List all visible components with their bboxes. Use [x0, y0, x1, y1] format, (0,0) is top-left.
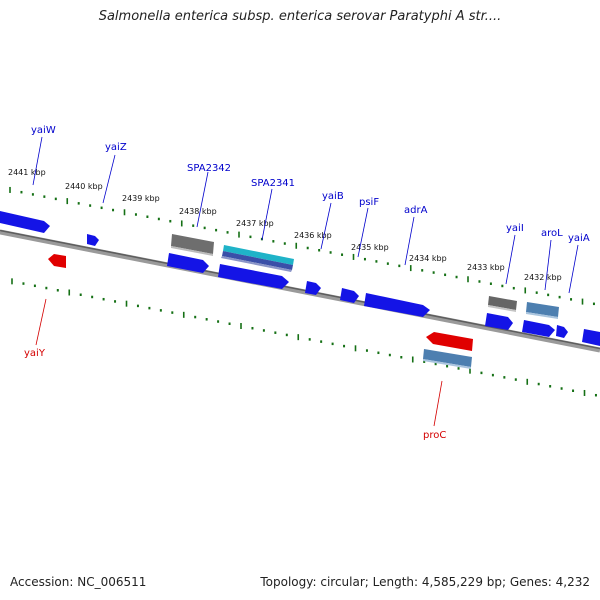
kbp-labels: 2441 kbp 2440 kbp 2439 kbp 2438 kbp 2437…: [8, 168, 562, 282]
gene-label-adrA[interactable]: adrA: [404, 205, 428, 216]
backbone: [0, 229, 600, 353]
kbp-label: 2440 kbp: [65, 182, 103, 191]
steel-feature-shade: [423, 359, 471, 369]
gene-label-yaiY[interactable]: yaiY: [24, 348, 46, 359]
gene-arrow[interactable]: [582, 329, 600, 346]
gray-feature-shade: [488, 305, 516, 312]
reverse-gene-labels: yaiY proC: [24, 348, 446, 441]
kbp-label: 2434 kbp: [409, 254, 447, 263]
gene-label-SPA2342[interactable]: SPA2342: [187, 163, 231, 174]
kbp-label: 2437 kbp: [236, 219, 274, 228]
gene-arrow-reverse[interactable]: [48, 254, 66, 268]
gene-arrow[interactable]: [364, 293, 430, 317]
genome-summary: Topology: circular; Length: 4,585,229 bp…: [260, 575, 590, 589]
kbp-label: 2432 kbp: [524, 273, 562, 282]
accession-label: Accession: NC_006511: [10, 575, 147, 589]
gray-feature-shade: [171, 246, 213, 256]
gene-label-yaiI[interactable]: yaiI: [506, 223, 524, 234]
forward-scale: [9, 186, 595, 306]
reverse-features: [48, 254, 473, 369]
steel-feature-shade: [526, 312, 558, 319]
gene-arrow[interactable]: [556, 325, 568, 338]
kbp-label: 2439 kbp: [122, 194, 160, 203]
map-title: Salmonella enterica subsp. enterica sero…: [98, 9, 502, 24]
kbp-label: 2438 kbp: [179, 207, 217, 216]
forward-leaders: [32, 136, 579, 294]
gene-label-aroL[interactable]: aroL: [541, 228, 563, 239]
gray-feature[interactable]: [488, 296, 517, 310]
gene-label-yaiB[interactable]: yaiB: [322, 191, 344, 202]
teal-feature[interactable]: [223, 245, 294, 265]
gene-arrow[interactable]: [522, 320, 555, 337]
kbp-label: 2436 kbp: [294, 231, 332, 240]
gene-label-yaiZ[interactable]: yaiZ: [105, 142, 127, 153]
steel-feature[interactable]: [423, 349, 472, 367]
kbp-label: 2433 kbp: [467, 263, 505, 272]
gene-label-yaiW[interactable]: yaiW: [31, 125, 56, 136]
reverse-leaders: [35, 298, 443, 427]
gene-arrow[interactable]: [87, 234, 99, 246]
gene-arrow[interactable]: [0, 211, 50, 233]
kbp-label: 2435 kbp: [351, 243, 389, 252]
gene-arrow-reverse[interactable]: [426, 332, 473, 351]
reverse-minor-ticks: [11, 278, 597, 397]
teal-feature-3: [221, 256, 292, 272]
forward-minor-ticks: [9, 186, 595, 306]
kbp-label: 2441 kbp: [8, 168, 46, 177]
gene-arrow[interactable]: [305, 281, 321, 295]
teal-feature-2[interactable]: [222, 251, 293, 270]
forward-features: [0, 211, 600, 346]
gene-arrow[interactable]: [218, 264, 289, 289]
gene-label-yaiA[interactable]: yaiA: [568, 233, 590, 244]
forward-gene-labels: yaiW yaiZ SPA2342 SPA2341 yaiB psiF adrA…: [31, 125, 590, 244]
gene-label-SPA2341[interactable]: SPA2341: [251, 178, 295, 189]
gene-arrow[interactable]: [485, 313, 513, 330]
gene-arrow[interactable]: [340, 288, 359, 303]
reverse-scale: [11, 278, 597, 397]
steel-feature[interactable]: [526, 302, 559, 317]
gene-label-psiF[interactable]: psiF: [359, 197, 379, 208]
gene-arrow[interactable]: [167, 253, 209, 273]
gene-label-proC[interactable]: proC: [423, 430, 446, 441]
gray-feature[interactable]: [171, 234, 214, 254]
